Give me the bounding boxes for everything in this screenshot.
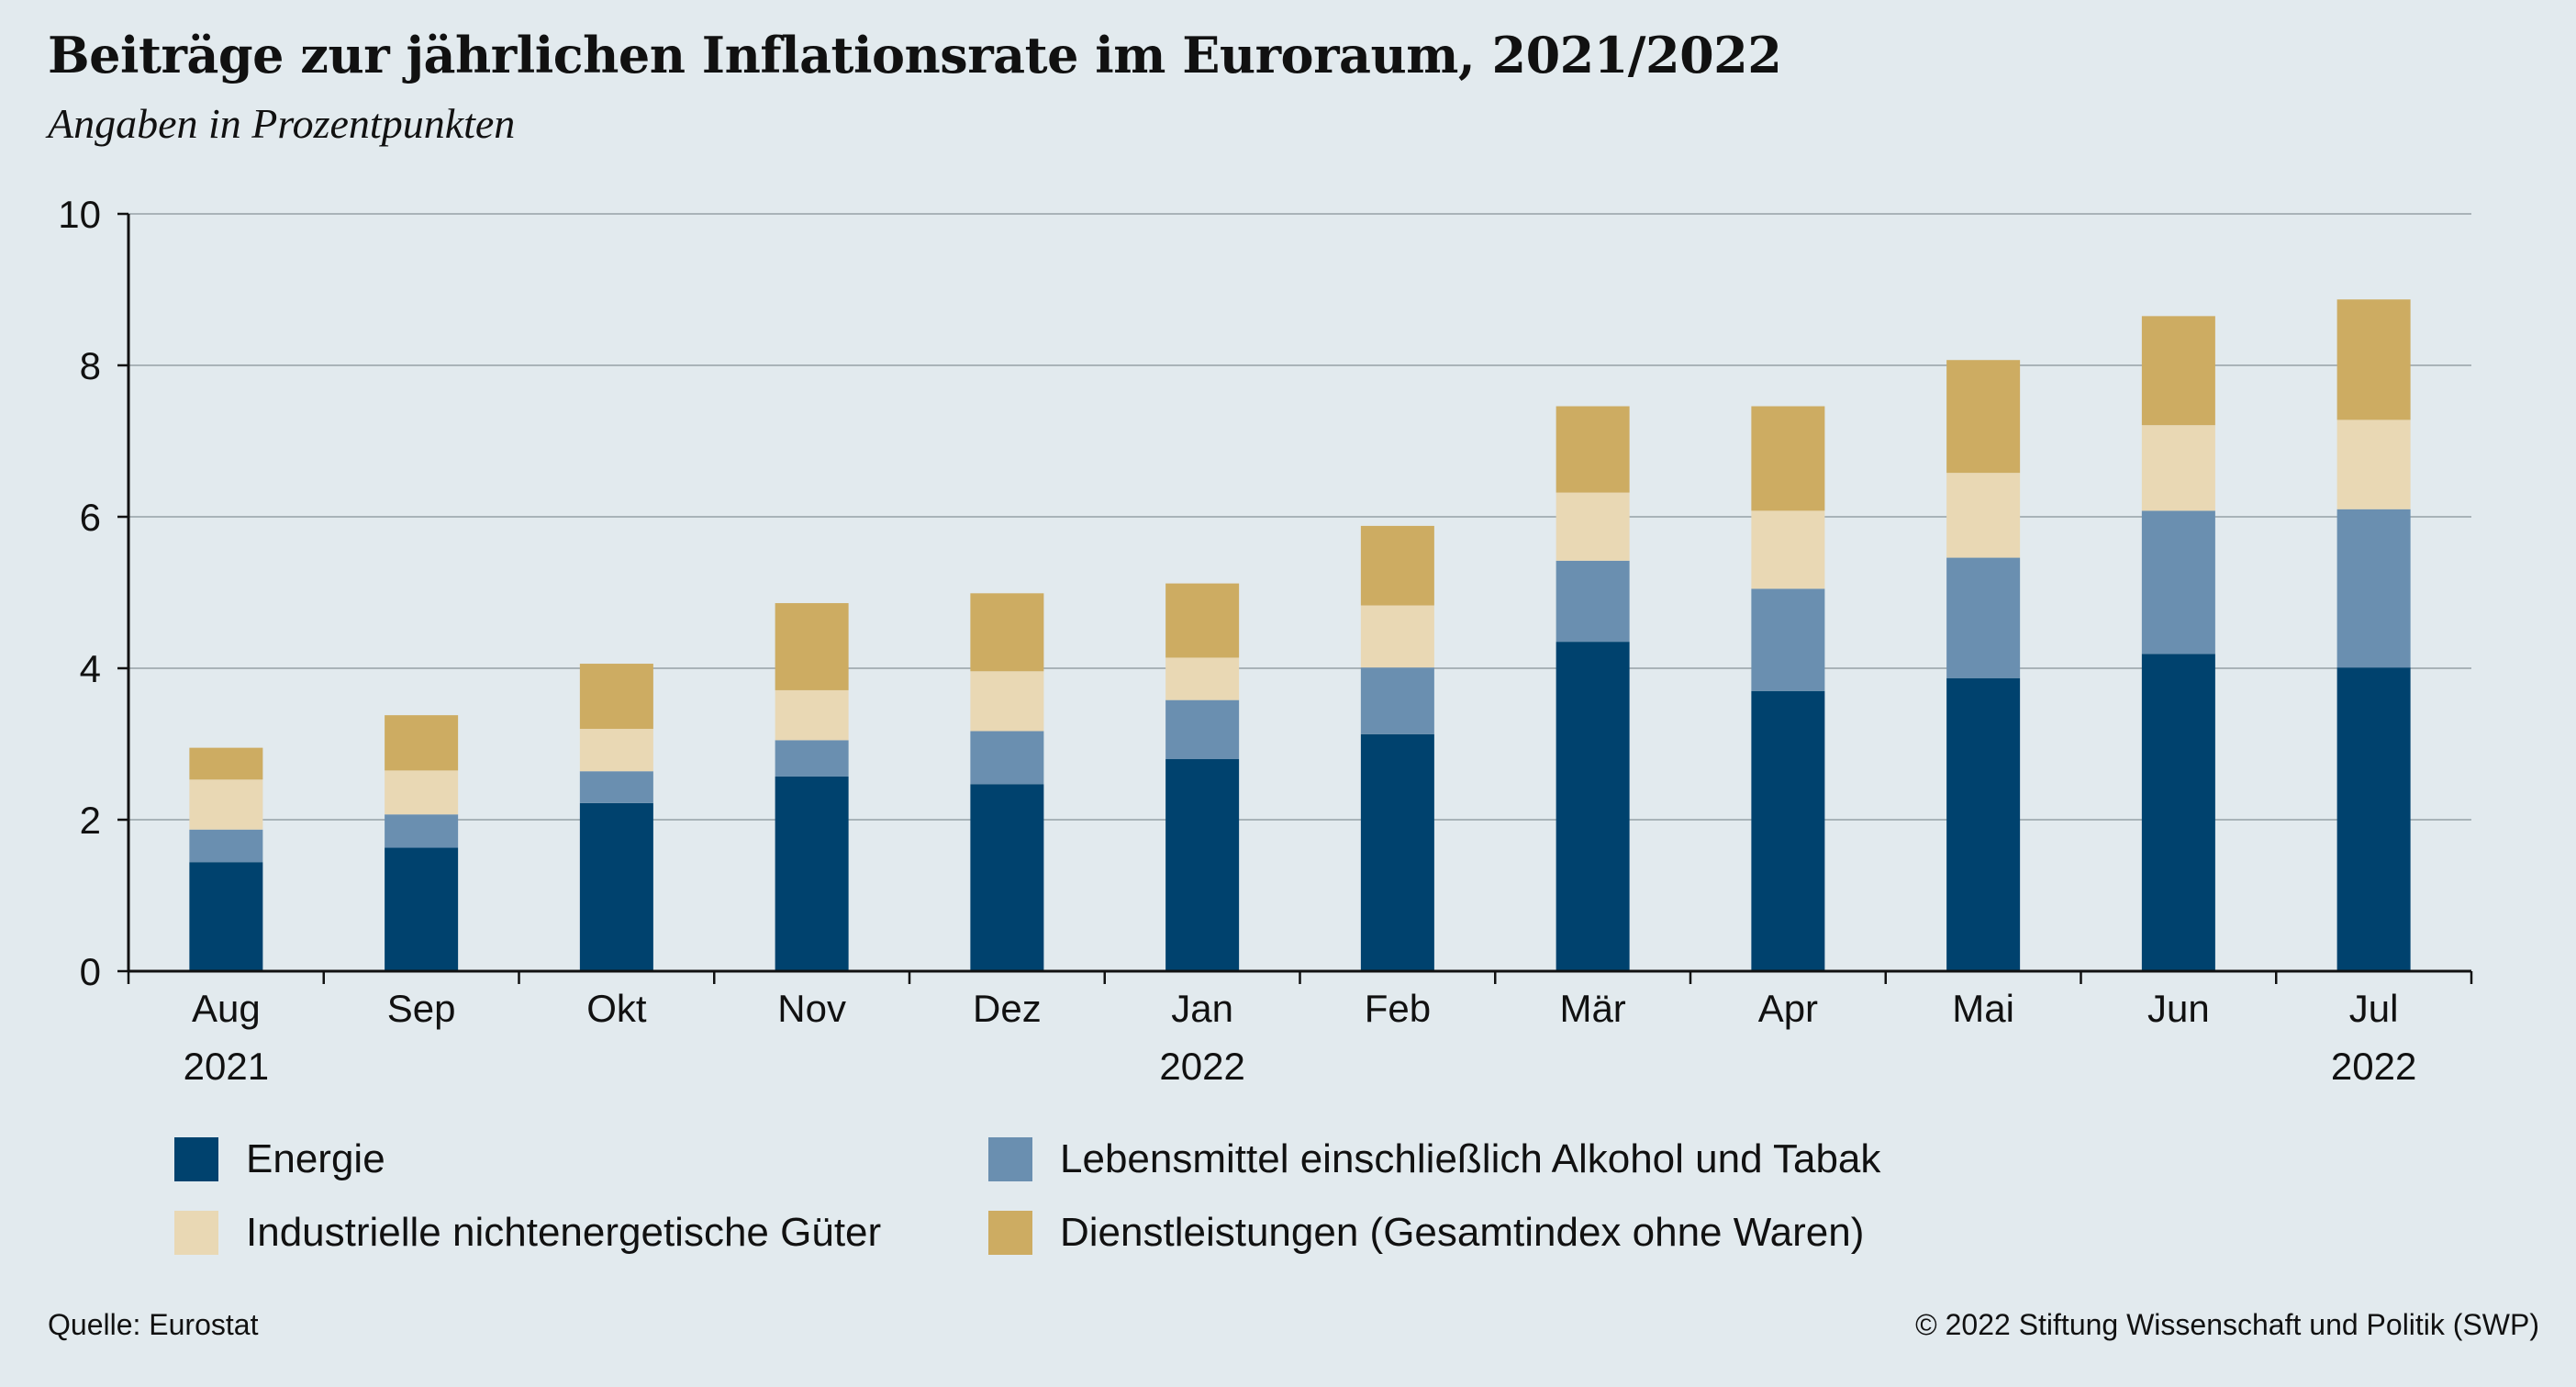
bar-segment-mär-series-3 [1556,406,1630,493]
legend-item-lebensmittel: Lebensmittel einschließlich Alkohol und … [988,1136,1880,1182]
x-tick-label: Apr [1758,987,1818,1030]
bar-segment-nov-series-1 [775,740,849,777]
bar-segment-dez-series-1 [970,731,1044,785]
chart-title: Beiträge zur jährlichen Inflationsrate i… [48,26,1782,84]
bar-segment-apr-series-3 [1751,406,1825,511]
bar-segment-nov-series-3 [775,603,849,690]
bar-segment-jun-series-0 [2141,654,2215,971]
x-tick-label: Aug [192,987,261,1030]
chart-subtitle: Angaben in Prozentpunkten [48,100,516,147]
legend-item-energie: Energie [174,1136,385,1182]
bar-segment-aug-series-1 [189,829,263,863]
bar-segment-apr-series-1 [1751,588,1825,691]
bar-segment-jul-series-1 [2336,509,2411,668]
x-tick-label: Feb [1365,987,1431,1030]
bar-segment-apr-series-2 [1751,510,1825,589]
bar-segment-sep-series-1 [385,814,459,848]
legend-swatch-energie [174,1137,218,1181]
x-tick-label: Dez [973,987,1042,1030]
bar-segment-sep-series-2 [385,770,459,815]
bar-segment-jan-series-1 [1165,699,1240,759]
x-tick-label: Okt [586,987,647,1030]
bar-segment-mai-series-1 [1946,557,2021,678]
y-tick-label-8: 8 [80,344,101,387]
legend-swatch-dienstleistungen [988,1211,1032,1255]
bar-segment-jan-series-0 [1165,759,1240,971]
x-tick-label: Jan [1171,987,1233,1030]
bar-segment-jul-series-3 [2336,299,2411,420]
bar-segment-mär-series-2 [1556,492,1630,561]
bar-segment-jun-series-1 [2141,510,2215,654]
bar-segment-jul-series-0 [2336,667,2411,971]
y-tick-label-6: 6 [80,496,101,539]
bar-segment-mär-series-1 [1556,560,1630,643]
stacked-bar-chart: 0 2 4 6 8 10 Aug 2021 Sep Okt Nov Dez Jan 2022 Feb Mär A… [58,193,2473,1088]
bar-segment-feb-series-1 [1360,667,1434,734]
legend-label-lebensmittel: Lebensmittel einschließlich Alkohol und … [1060,1136,1881,1181]
legend-swatch-industrielle-gueter [174,1211,218,1255]
bar-segment-jan-series-3 [1165,583,1240,658]
bar-segment-okt-series-3 [579,664,653,729]
legend-label-industrielle-gueter: Industrielle nichtenergetische Güter [246,1210,882,1255]
x-tick-label: Nov [777,987,846,1030]
x-tick-label: Mär [1559,987,1625,1030]
y-tick-label-0: 0 [80,950,101,993]
x-tick-label: Sep [387,987,456,1030]
bar-segment-apr-series-0 [1751,690,1825,971]
bar-segment-jul-series-2 [2336,419,2411,509]
bar-segment-okt-series-2 [579,729,653,772]
legend-item-dienstleistungen: Dienstleistungen (Gesamtindex ohne Waren… [988,1210,1864,1256]
x-tick-label: Jun [2147,987,2210,1030]
y-tick-label-4: 4 [80,647,101,690]
copyright-note: © 2022 Stiftung Wissenschaft und Politik… [1915,1308,2539,1341]
bar-segment-mai-series-0 [1946,677,2021,971]
bar-segment-nov-series-0 [775,776,849,971]
legend-swatch-lebensmittel [988,1137,1032,1181]
bar-segment-mai-series-2 [1946,473,2021,558]
bar-segment-dez-series-0 [970,784,1044,971]
x-tick-year-label: 2021 [184,1045,269,1088]
bar-segment-sep-series-3 [385,715,459,771]
bar-segment-aug-series-2 [189,779,263,830]
y-tick-label-2: 2 [80,799,101,842]
bar-segment-feb-series-2 [1360,605,1434,668]
bar-segment-aug-series-0 [189,862,263,971]
bar-segment-dez-series-2 [970,671,1044,732]
bar-segment-nov-series-2 [775,689,849,741]
bar-segment-mai-series-3 [1946,360,2021,474]
x-tick-label: Mai [1952,987,2014,1030]
legend-item-industrielle-gueter: Industrielle nichtenergetische Güter [174,1210,881,1256]
bar-segment-jun-series-2 [2141,425,2215,511]
x-tick-year-label: 2022 [1159,1045,1244,1088]
legend-label-dienstleistungen: Dienstleistungen (Gesamtindex ohne Waren… [1060,1210,1865,1255]
bar-segment-okt-series-0 [579,802,653,971]
x-tick-year-label: 2022 [2331,1045,2416,1088]
bar-segment-feb-series-3 [1360,525,1434,606]
bar-segment-dez-series-3 [970,593,1044,672]
bar-segment-aug-series-3 [189,747,263,780]
bar-segment-jan-series-2 [1165,657,1240,700]
x-tick-label: Jul [2349,987,2399,1030]
bar-segment-okt-series-1 [579,771,653,803]
bar-segment-sep-series-0 [385,847,459,971]
y-tick-label-10: 10 [58,193,101,236]
bar-segment-feb-series-0 [1360,733,1434,971]
legend-label-energie: Energie [246,1136,385,1181]
bar-segment-jun-series-3 [2141,316,2215,426]
bar-segment-mär-series-0 [1556,642,1630,971]
source-note: Quelle: Eurostat [48,1308,259,1341]
